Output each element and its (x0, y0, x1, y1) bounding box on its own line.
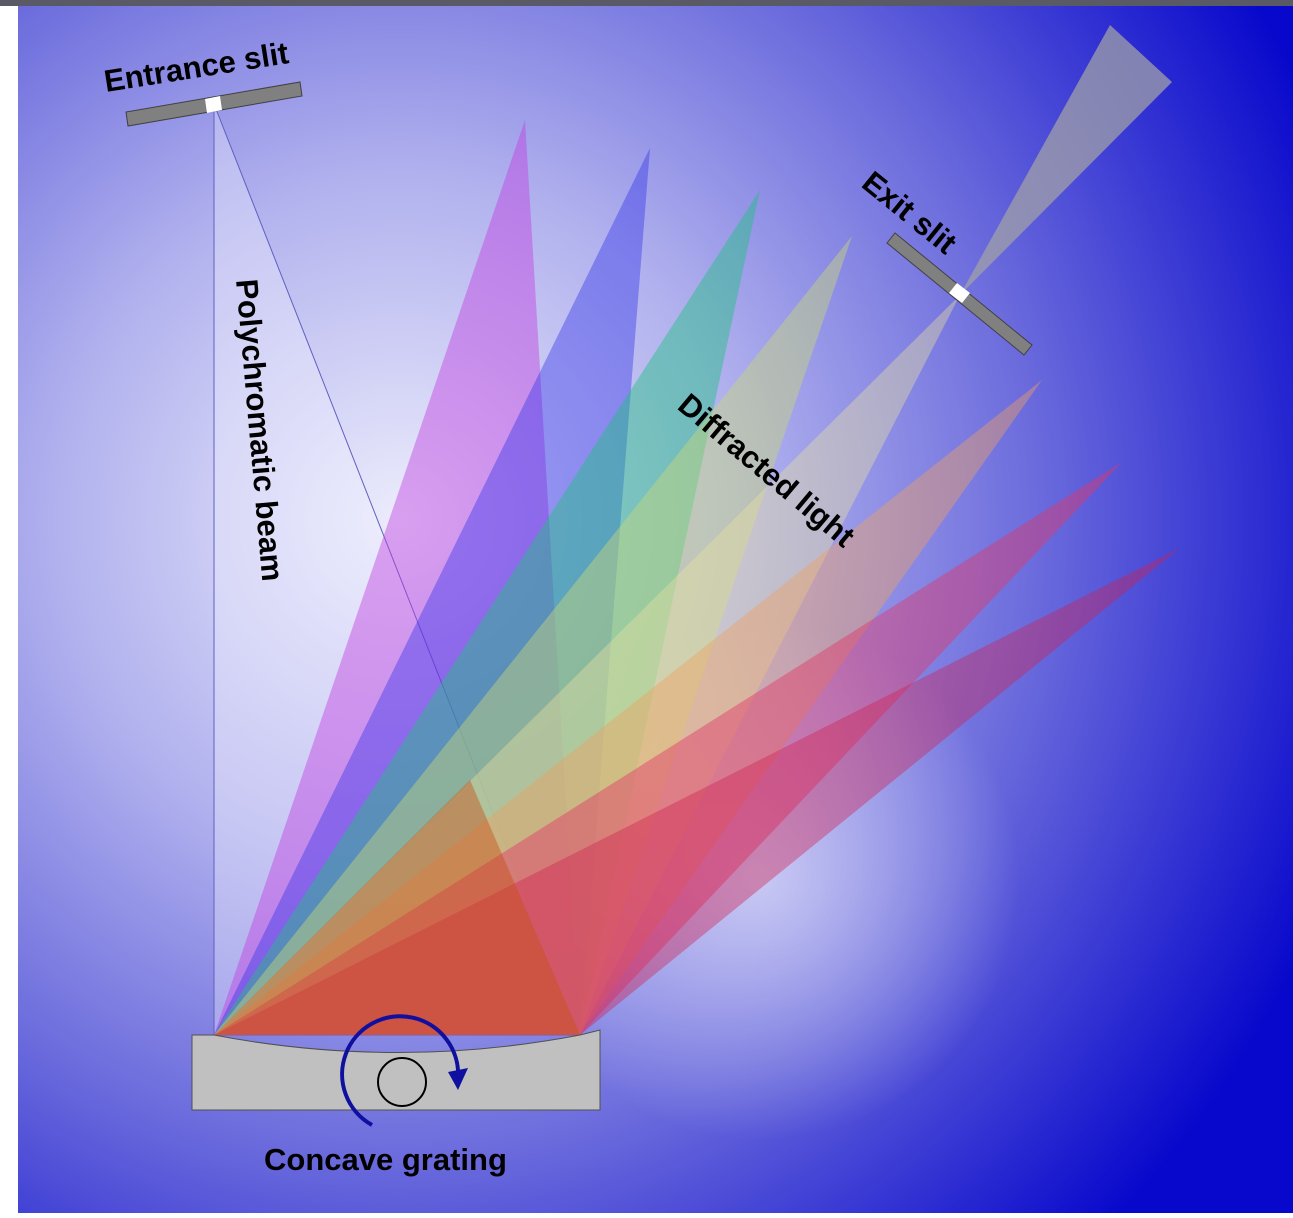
fan-yellow (214, 236, 852, 1035)
polychromatic-beam (213, 103, 581, 1036)
diffracted-light-fans (214, 120, 1180, 1035)
exit-slit-opening (949, 283, 970, 303)
fan-orange (214, 380, 1042, 1035)
incident-beam-on-grating (214, 780, 580, 1035)
grating-pivot (377, 1057, 427, 1107)
fan-deep-red (214, 548, 1180, 1035)
grating-body (191, 1029, 601, 1111)
concave-grating (191, 1014, 601, 1127)
fan-blue (214, 148, 650, 1035)
fan-violet (214, 120, 580, 1035)
background-highlight (18, 6, 1293, 1213)
fan-red (214, 462, 1122, 1035)
fan-to-exit (214, 295, 960, 1035)
exit-slit (886, 232, 1033, 356)
exit-beam (960, 25, 1172, 295)
top-frame-bar (0, 0, 1293, 6)
concave-grating-label: Concave grating (264, 1142, 507, 1177)
entrance-slit-opening (205, 96, 222, 113)
fan-green (214, 190, 760, 1035)
rotation-arrow-head (448, 1068, 468, 1090)
entrance-slit (125, 81, 303, 127)
clockwise-rotation-arrow-icon (340, 1014, 461, 1127)
